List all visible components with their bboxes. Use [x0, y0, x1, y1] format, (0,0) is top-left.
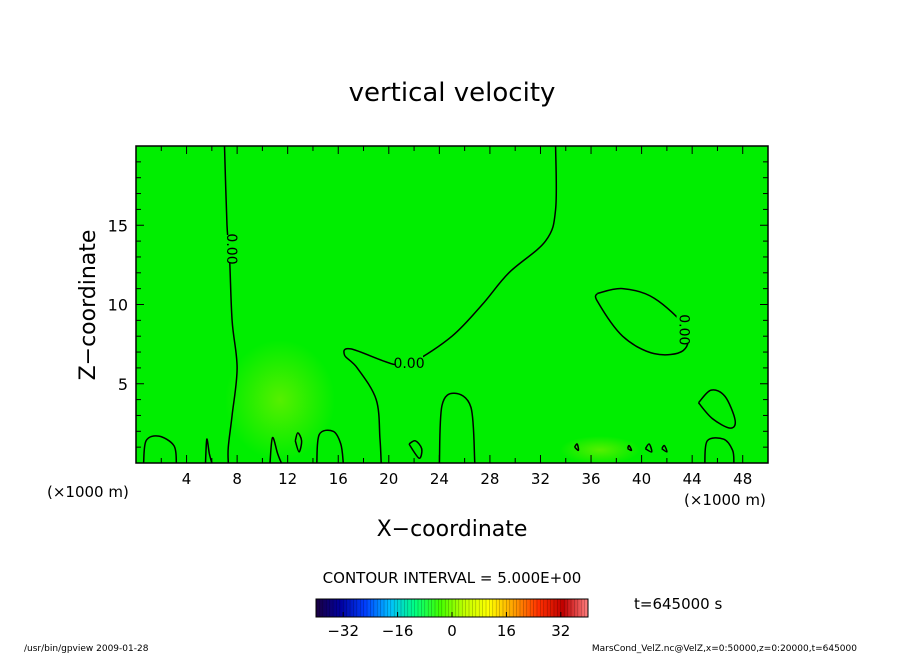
- contour-labels: 0.00 0.00 0.00: [223, 233, 693, 372]
- y-axis-label: Z−coordinate: [76, 230, 101, 381]
- chart-title: vertical velocity: [349, 78, 556, 108]
- x-tick-label: 4: [182, 470, 192, 488]
- x-unit-left: (×1000 m): [47, 483, 129, 501]
- colorbar-bins: [319, 599, 585, 617]
- zero-contour-line: [661, 444, 668, 453]
- x-tick-label: 44: [683, 470, 702, 488]
- zero-contour-line: [704, 437, 735, 464]
- y-tick-label: 10: [108, 296, 128, 315]
- colorbar-tick-label: 0: [447, 622, 457, 640]
- x-tick-label: 40: [632, 470, 651, 488]
- contour-label-gap: [676, 315, 693, 344]
- x-tick-label: 24: [430, 470, 449, 488]
- contour-label: 0.00: [676, 314, 692, 345]
- zero-contour-line: [316, 429, 345, 464]
- contour-label: 0.00: [393, 356, 424, 372]
- zero-contour-line: [408, 439, 423, 459]
- colorbar-tick-label: −32: [327, 622, 359, 640]
- x-tick-label: 48: [733, 470, 752, 488]
- x-tick-label: 8: [232, 470, 242, 488]
- y-tick-label: 5: [118, 375, 128, 394]
- contour-label: 0.00: [223, 233, 239, 264]
- x-tick-label: 16: [329, 470, 348, 488]
- zero-contour-line: [626, 444, 633, 452]
- x-tick-label: 36: [581, 470, 600, 488]
- zero-contour-line: [204, 438, 213, 464]
- zero-contour-line: [438, 392, 476, 464]
- x-tick-label: 32: [531, 470, 550, 488]
- x-axis-ticks: 4 8 12 16 20 24 28 32 36 40 44 48: [160, 146, 752, 488]
- contour-interval: CONTOUR INTERVAL = 5.000E+00: [323, 569, 582, 587]
- zero-contour-line: [142, 435, 178, 464]
- x-unit-right: (×1000 m): [684, 491, 766, 509]
- x-tick-label: 28: [480, 470, 499, 488]
- zero-contour-line: [573, 443, 580, 452]
- y-tick-label: 15: [108, 216, 128, 235]
- zero-contour-line: [294, 432, 303, 453]
- contour-label-gap: [395, 355, 424, 372]
- time-label: t=645000 s: [634, 595, 722, 613]
- colorbar-tick-label: 32: [551, 622, 570, 640]
- x-tick-label: 20: [379, 470, 398, 488]
- footer-left: /usr/bin/gpview 2009-01-28: [24, 644, 149, 654]
- colorbar-tick-label: 16: [497, 622, 516, 640]
- updraft-patch: [225, 340, 335, 460]
- updraft-patch: [560, 436, 640, 464]
- zero-contour-line: [594, 287, 690, 356]
- colorbar-tick-label: −16: [382, 622, 414, 640]
- x-axis-label: X−coordinate: [377, 517, 528, 542]
- colorbar-ticks: −32 −16 0 16 32: [327, 612, 570, 640]
- zero-contour-line: [223, 145, 238, 464]
- zero-contour-line: [697, 389, 737, 429]
- y-axis-ticks: 5 10 15: [108, 161, 768, 448]
- zero-contour-line: [269, 436, 283, 464]
- zero-contour-line: [644, 443, 653, 453]
- contour-label-gap: [224, 235, 241, 264]
- x-tick-label: 12: [278, 470, 297, 488]
- footer-right: MarsCond_VelZ.nc@VelZ,x=0:50000,z=0:2000…: [592, 644, 857, 654]
